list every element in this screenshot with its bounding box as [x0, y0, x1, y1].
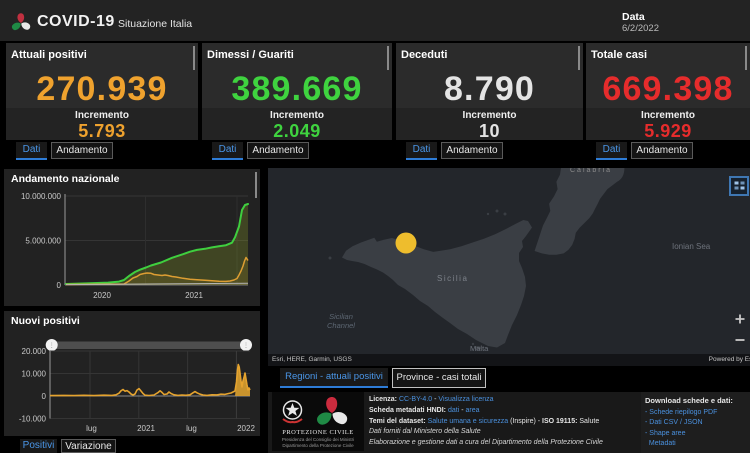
svg-text:20.000: 20.000 [22, 347, 47, 356]
svg-text:2020: 2020 [93, 291, 111, 300]
svg-text:lug: lug [186, 424, 197, 433]
svg-text:5.000.000: 5.000.000 [25, 237, 61, 246]
svg-text:Sicilian: Sicilian [329, 312, 353, 321]
svg-text:Ionian Sea: Ionian Sea [672, 242, 711, 251]
svg-text:10.000.000: 10.000.000 [21, 192, 62, 201]
svg-text:Sicilia: Sicilia [437, 274, 468, 283]
svg-text:Calabria: Calabria [570, 168, 612, 174]
svg-text:0: 0 [42, 392, 47, 401]
svg-text:2021: 2021 [137, 424, 155, 433]
svg-text:⋮: ⋮ [48, 343, 55, 350]
svg-text:2022: 2022 [237, 424, 255, 433]
svg-text:0: 0 [57, 281, 62, 290]
svg-text:lug: lug [86, 424, 97, 433]
svg-text:2021: 2021 [185, 291, 203, 300]
svg-text:⋮: ⋮ [243, 343, 250, 350]
svg-text:Malta: Malta [470, 344, 489, 353]
svg-text:10.000: 10.000 [22, 370, 47, 379]
svg-text:Channel: Channel [327, 321, 355, 330]
svg-text:-10.000: -10.000 [19, 415, 47, 424]
